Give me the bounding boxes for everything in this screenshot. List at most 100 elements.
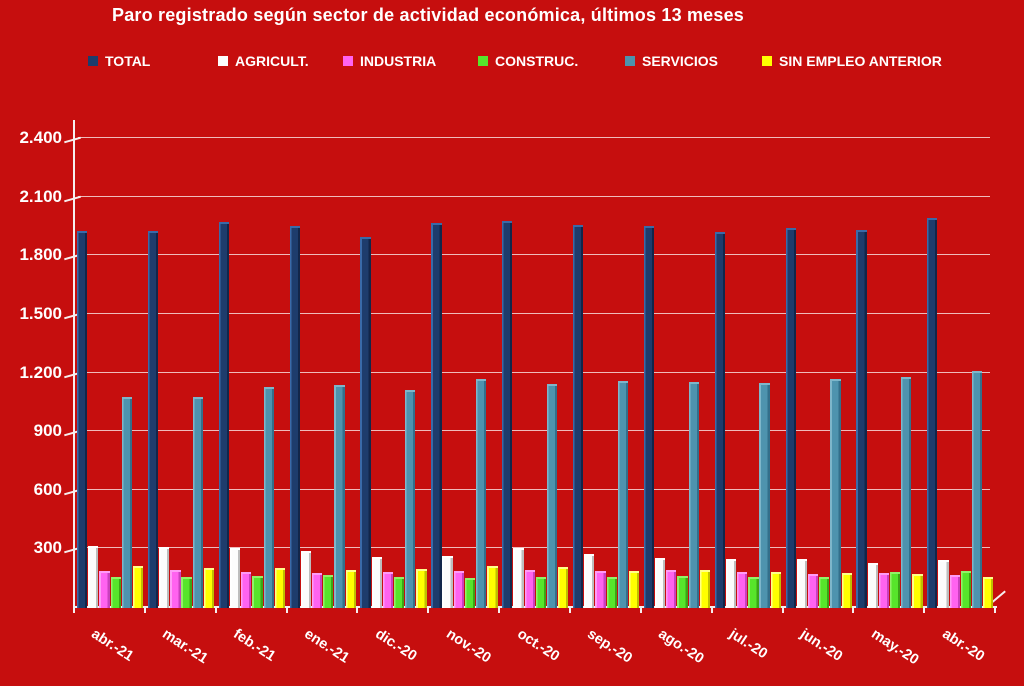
bar-construc-dic-20 <box>394 576 405 608</box>
x-category-label-may-20: may.-20 <box>868 626 922 669</box>
gridline-1800 <box>78 254 990 256</box>
bar-industria-feb-21 <box>241 571 252 608</box>
bar-industria-dic-20 <box>382 571 394 608</box>
y-axis-label-900: 900 <box>33 421 62 441</box>
bar-servicios-mar-21 <box>192 396 203 608</box>
x-axis-tick-5 <box>427 607 430 613</box>
legend-swatch-total <box>88 56 98 66</box>
gridline-600 <box>78 488 990 490</box>
bar-industria-abr-20 <box>949 574 960 608</box>
x-axis-tick-13 <box>994 607 997 613</box>
bar-construc-sep-20 <box>606 576 617 608</box>
gridline-1500 <box>78 313 990 314</box>
bar-sin-empleo-anterior-jul-20 <box>770 571 781 608</box>
gridline-900 <box>78 430 990 432</box>
bar-servicios-feb-21 <box>263 387 274 608</box>
bar-sin-empleo-anterior-ene-21 <box>345 569 356 608</box>
bar-sin-empleo-anterior-oct-20 <box>558 566 569 608</box>
bar-agricult-jul-20 <box>725 559 737 608</box>
legend-item-sin-empleo-anterior: SIN EMPLEO ANTERIOR <box>762 53 942 69</box>
bar-servicios-may-20 <box>901 377 912 608</box>
bar-agricult-may-20 <box>867 563 878 608</box>
bar-agricult-mar-21 <box>159 547 170 608</box>
bar-total-abr-20 <box>927 218 938 608</box>
bar-industria-may-20 <box>878 572 890 608</box>
x-category-label-abr-21: abr.-21 <box>88 626 137 665</box>
x-category-label-ene-21: ene.-21 <box>301 626 352 667</box>
x-category-label-dic-20: dic.-20 <box>372 626 420 665</box>
x-axis-tick-1 <box>143 607 146 613</box>
x-category-label-mar-21: mar.-21 <box>159 626 211 668</box>
bar-sin-empleo-anterior-abr-20 <box>983 576 994 608</box>
bar-total-nov-20 <box>431 223 442 608</box>
bar-agricult-sep-20 <box>584 554 595 608</box>
bar-total-jun-20 <box>785 228 796 608</box>
legend-label-industria: INDUSTRIA <box>360 53 437 69</box>
legend-swatch-agricultura <box>218 56 228 66</box>
bar-agricult-abr-21 <box>88 546 99 608</box>
legend-label-total: TOTAL <box>105 53 151 69</box>
bar-construc-mar-21 <box>181 576 192 608</box>
bar-total-ene-21 <box>289 226 300 608</box>
legend-label-construccion: CONSTRUC. <box>495 53 579 69</box>
bar-total-ago-20 <box>643 226 655 608</box>
bar-sin-empleo-anterior-abr-21 <box>133 565 144 608</box>
x-axis-tick-12 <box>923 607 926 613</box>
x-category-label-ago-20: ago.-20 <box>655 626 707 668</box>
y-axis-label-2400: 2.400 <box>19 128 62 148</box>
bar-industria-jul-20 <box>737 571 748 608</box>
bar-servicios-dic-20 <box>405 390 416 608</box>
legend-swatch-industria <box>343 56 353 66</box>
bar-total-feb-21 <box>218 222 229 608</box>
x-axis-tick-0 <box>73 607 75 613</box>
bar-total-jul-20 <box>714 231 725 608</box>
x-axis-tick-11 <box>852 607 855 613</box>
x-axis-tick-8 <box>639 607 642 613</box>
bar-construc-ene-21 <box>323 574 334 608</box>
x-axis-tick-4 <box>356 607 359 613</box>
bar-agricult-nov-20 <box>442 556 453 608</box>
x-axis-tick-3 <box>285 607 288 613</box>
bar-servicios-abr-21 <box>121 396 133 608</box>
bar-agricult-dic-20 <box>371 557 382 608</box>
gridline-2400 <box>78 137 990 139</box>
bar-construc-abr-21 <box>110 576 121 608</box>
x-axis-tick-7 <box>568 607 571 613</box>
bar-agricult-abr-20 <box>938 560 949 608</box>
bar-agricult-ago-20 <box>655 558 666 608</box>
x-category-label-jun-20: jun.-20 <box>797 626 846 665</box>
y-axis-label-1800: 1.800 <box>19 245 62 265</box>
y-axis-label-2100: 2.100 <box>19 186 62 206</box>
legend-swatch-servicios <box>625 56 635 66</box>
bar-agricult-jun-20 <box>796 559 807 608</box>
y-axis-label-1200: 1.200 <box>19 362 62 382</box>
x-axis-line <box>73 606 997 608</box>
bar-industria-oct-20 <box>524 569 535 608</box>
legend-label-agricultura: AGRICULT. <box>235 53 309 69</box>
bar-industria-sep-20 <box>595 570 606 608</box>
legend-item-servicios: SERVICIOS <box>625 53 718 69</box>
gridline-2100 <box>78 195 990 197</box>
bar-industria-nov-20 <box>453 570 464 608</box>
x-axis-tick-10 <box>781 607 784 613</box>
bar-sin-empleo-anterior-may-20 <box>912 573 923 608</box>
legend-item-industria: INDUSTRIA <box>343 53 437 69</box>
bar-construc-jul-20 <box>748 576 759 608</box>
legend-item-total: TOTAL <box>88 53 151 69</box>
bar-total-dic-20 <box>360 236 371 608</box>
legend-item-construccion: CONSTRUC. <box>478 53 579 69</box>
x-category-label-sep-20: sep.-20 <box>584 626 636 667</box>
bar-servicios-ago-20 <box>688 382 699 608</box>
bar-servicios-jun-20 <box>830 379 841 608</box>
bar-total-sep-20 <box>572 225 584 608</box>
bar-industria-abr-21 <box>99 570 110 608</box>
bar-total-may-20 <box>856 229 867 608</box>
x-axis-tick-2 <box>214 607 217 613</box>
bar-construc-may-20 <box>889 571 901 608</box>
x-category-label-oct-20: oct.-20 <box>513 626 562 665</box>
bar-sin-empleo-anterior-dic-20 <box>416 568 427 608</box>
bar-servicios-jul-20 <box>759 383 770 608</box>
x-axis-tick-9 <box>710 607 713 613</box>
y-axis-label-300: 300 <box>33 538 62 558</box>
bar-industria-ago-20 <box>666 569 677 608</box>
